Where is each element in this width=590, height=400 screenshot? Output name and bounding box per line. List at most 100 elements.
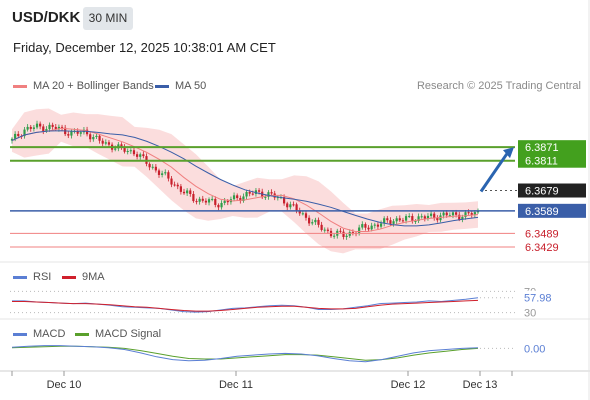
candle-body [60, 126, 64, 128]
candle-body [129, 150, 132, 152]
candle-body [445, 212, 448, 216]
rsi-ma-swatch [62, 275, 76, 279]
candle-body [458, 214, 461, 220]
candle-body [429, 213, 433, 216]
candle-body [101, 140, 104, 144]
candle-body [411, 216, 414, 222]
candle-body [154, 166, 157, 171]
macd-swatch [13, 332, 27, 336]
candle-body [451, 212, 455, 216]
candle-body [167, 172, 170, 179]
timeframe-badge[interactable]: 30 MIN [83, 7, 133, 30]
candle-body [232, 195, 236, 200]
macd-signal-line [11, 345, 479, 361]
candle-body [298, 210, 301, 214]
candle-body [348, 232, 351, 236]
candle-body [161, 173, 164, 175]
candle-body [470, 213, 473, 215]
candle-body [57, 126, 61, 130]
macd-signal-label: MACD Signal [95, 328, 162, 340]
rsi-label: RSI [33, 271, 52, 283]
level-tag-6.3589 [518, 203, 586, 218]
candle-body [251, 193, 254, 195]
candle-body [373, 224, 376, 226]
candle-body [448, 215, 451, 217]
candle-body [98, 135, 101, 141]
candle-body [29, 126, 32, 129]
candle-body [257, 190, 261, 192]
candle-body [426, 215, 430, 219]
x-tick-label-3: Dec 13 [463, 379, 498, 391]
timestamp: Friday, December 12, 2025 10:38:01 AM CE… [13, 40, 276, 55]
candle-body [379, 223, 383, 227]
level-tag-6.3679 [518, 183, 586, 198]
candle-body [223, 200, 226, 203]
candle-body [317, 219, 320, 225]
candle-body [455, 212, 458, 215]
candle-body [207, 199, 211, 203]
candle-body [198, 198, 201, 202]
candle-body [67, 134, 70, 136]
candle-body [192, 193, 195, 202]
candle-body [404, 216, 408, 221]
candle-body [420, 216, 423, 218]
candle-body [14, 133, 17, 139]
candle-body [395, 218, 398, 222]
candle-body [326, 229, 329, 231]
candle-body [370, 225, 373, 230]
candle-body [308, 217, 311, 224]
candle-body [173, 184, 176, 186]
ma20-label: MA 20 + Bollinger Bands [33, 80, 154, 92]
rsi-value-label: 57.98 [524, 293, 552, 305]
candle-body [242, 196, 245, 201]
legend-ma20: MA 20 + Bollinger Bands [13, 80, 154, 92]
legend-rsi: RSI [13, 271, 51, 283]
forecast-arrow-shaft [479, 151, 510, 193]
candle-body [292, 204, 295, 206]
forecast-arrow-head [503, 147, 514, 159]
candle-body [442, 212, 445, 216]
candle-body [389, 220, 392, 224]
macd-label: MACD [33, 328, 66, 340]
rsi-value-bg [520, 290, 560, 305]
candle-body [392, 221, 395, 224]
candle-body [42, 126, 45, 132]
candle-body [345, 235, 348, 237]
candle-body [139, 154, 142, 157]
candle-body [211, 198, 214, 200]
rsi-line [12, 297, 479, 313]
candle-body [189, 190, 192, 194]
legend-rsi-ma: 9MA [62, 271, 105, 283]
level-label-6.3429: 6.3429 [525, 242, 559, 254]
candle-body [423, 216, 426, 219]
candle-body [276, 197, 279, 199]
candle-body [304, 213, 308, 218]
candle-body [270, 192, 273, 194]
candle-body [414, 220, 417, 222]
candle-body [383, 218, 386, 224]
candle-body [151, 166, 154, 168]
candle-body [289, 204, 292, 208]
level-label-6.3679: 6.3679 [525, 186, 559, 198]
macd-line [11, 345, 479, 363]
rsi-ma-line [12, 299, 479, 312]
candle-body [236, 195, 239, 199]
candle-body [148, 163, 151, 168]
ma50-swatch [155, 84, 169, 88]
candle-body [132, 150, 136, 155]
level-label-6.3811: 6.3811 [525, 156, 558, 168]
candle-body [398, 218, 401, 221]
x-axis: Dec 10 Dec 11 Dec 12 Dec 13 [11, 371, 513, 391]
instrument-title: USD/DKK [12, 9, 81, 26]
candle-body [179, 186, 182, 192]
candle-body [204, 200, 208, 203]
candle-body [89, 134, 92, 140]
candle-body [239, 198, 242, 201]
x-tick-label-1: Dec 11 [219, 379, 253, 391]
candle-body [436, 217, 439, 221]
candle-body [264, 196, 267, 198]
candle-body [26, 126, 29, 130]
candle-body [182, 191, 186, 194]
candle-body [476, 211, 480, 213]
